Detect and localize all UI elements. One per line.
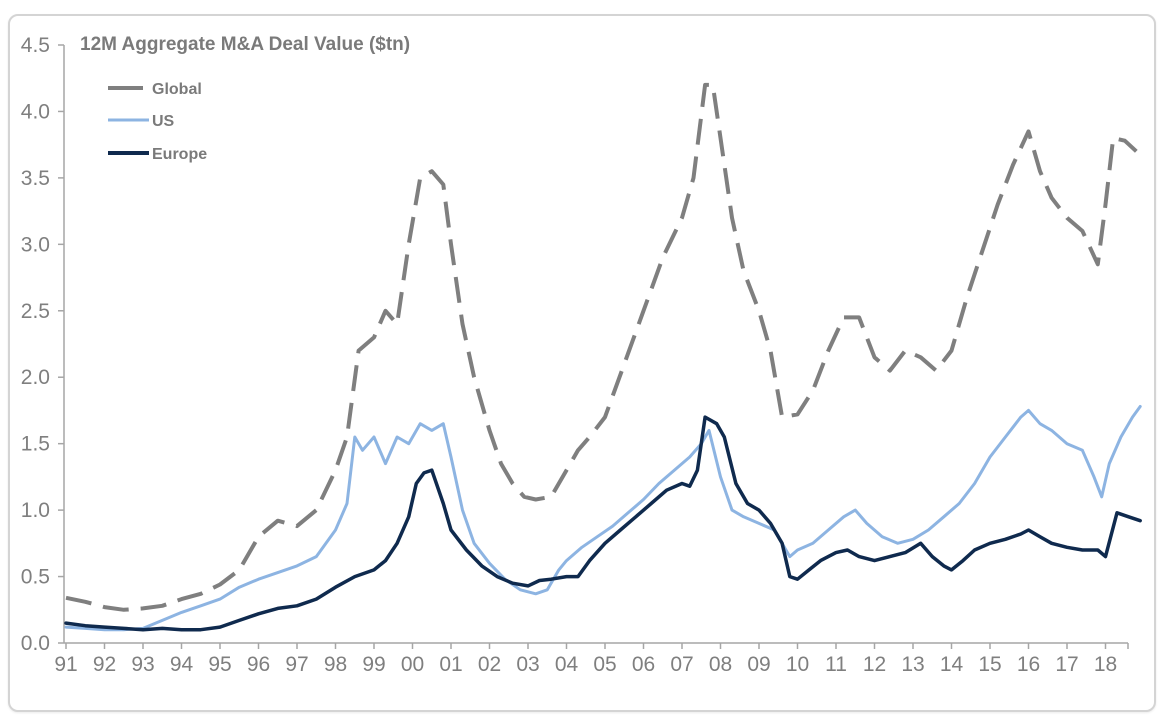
series-line-us [64,405,1142,632]
legend: Global US Europe [108,81,207,163]
x-tick-label: 09 [747,653,770,676]
y-tick-label: 3.5 [21,167,50,190]
x-tick-label: 99 [362,653,385,676]
x-tick-label: 01 [439,653,462,676]
x-tick-label: 06 [632,653,655,676]
x-tick-label: 92 [93,653,116,676]
y-tick-label: 1.5 [21,433,50,456]
x-tick-label: 96 [247,653,270,676]
legend-item-us: US [108,113,175,130]
x-tick-label: 91 [54,653,77,676]
series-line-europe [64,415,1142,632]
x-tick-label: 02 [478,653,501,676]
series-line-global [65,82,1138,612]
x-tick-label: 12 [863,653,886,676]
y-tick-label: 4.5 [21,34,50,57]
x-tick-label: 04 [555,653,579,676]
legend-label-us: US [152,113,175,130]
x-tick-label: 00 [401,653,424,676]
x-tick-label: 07 [670,653,693,676]
x-tick-label: 94 [170,653,194,676]
y-tick-label: 4.0 [21,100,50,123]
legend-label-global: Global [152,81,202,98]
x-tick-label: 05 [593,653,616,676]
x-tick-label: 11 [825,653,847,676]
x-tick-label: 98 [324,653,347,676]
x-tick-label: 03 [516,653,539,676]
chart-title: 12M Aggregate M&A Deal Value ($tn) [80,34,410,55]
x-tick-label: 17 [1055,653,1078,676]
y-tick-label: 2.0 [21,366,50,389]
x-tick-label: 16 [1017,653,1040,676]
y-tick-label: 0.0 [21,632,50,655]
legend-item-global: Global [108,81,202,98]
x-tick-label: 18 [1094,653,1117,676]
y-tick-label: 0.5 [21,566,50,589]
x-axis: 91 92 93 94 95 96 97 98 99 00 01 02 03 04 05 06 07 08 09 10… [54,642,1129,676]
y-tick-label: 1.0 [21,499,50,522]
legend-label-europe: Europe [152,146,207,163]
x-tick-label: 14 [940,653,964,676]
y-axis: 0.0 0.5 1.0 1.5 2.0 2.5 3.0 3.5 4.0 4.5 [21,34,65,655]
y-tick-label: 2.5 [21,300,50,323]
series-layer [64,82,1142,632]
x-tick-label: 10 [786,653,809,676]
y-tick-label: 3.0 [21,233,50,256]
x-tick-label: 15 [978,653,1001,676]
legend-item-europe: Europe [108,146,207,163]
x-tick-label: 08 [709,653,732,676]
x-tick-label: 13 [901,653,924,676]
x-tick-label: 95 [208,653,231,676]
x-tick-label: 93 [131,653,154,676]
x-tick-label: 97 [285,653,308,676]
